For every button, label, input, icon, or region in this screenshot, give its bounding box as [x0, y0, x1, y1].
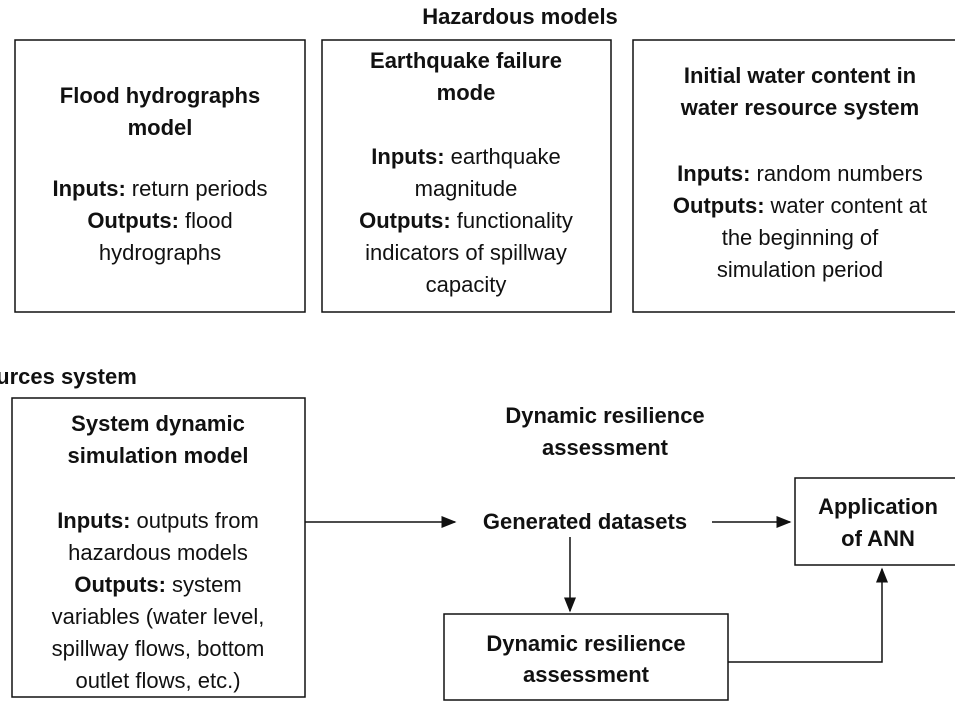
- text: outputs from: [137, 508, 259, 533]
- text-line: outlet flows, etc.): [75, 668, 240, 693]
- arrow: [728, 567, 888, 663]
- box: [632, 39, 955, 313]
- box: [14, 39, 306, 313]
- label: Inputs:: [371, 144, 444, 169]
- label: Outputs:: [87, 208, 179, 233]
- text-line: hazardous models: [68, 540, 248, 565]
- label: Inputs:: [57, 508, 130, 533]
- text-line: model: [128, 115, 193, 140]
- label: Outputs:: [673, 193, 765, 218]
- text-line: Outputs: water content at: [673, 193, 927, 218]
- text-line: mode: [437, 80, 496, 105]
- box: [321, 39, 612, 313]
- text-line: Dynamic resilience: [486, 631, 685, 656]
- text: flood: [185, 208, 233, 233]
- text-line: the beginning of: [722, 225, 879, 250]
- text-line: Flood hydrographs: [60, 83, 260, 108]
- text-line: Application: [818, 494, 938, 519]
- label: Outputs:: [359, 208, 451, 233]
- text-line: Outputs: system: [74, 572, 241, 597]
- text-line: water resource system: [680, 95, 919, 120]
- label: Outputs:: [74, 572, 166, 597]
- text-line: Initial water content in: [684, 63, 916, 88]
- text-line: magnitude: [415, 176, 518, 201]
- text-line: Hazardous models: [422, 4, 618, 29]
- text-line: Inputs: outputs from: [57, 508, 259, 533]
- text-line: Inputs: earthquake: [371, 144, 560, 169]
- text: functionality: [457, 208, 573, 233]
- text-line: indicators of spillway: [365, 240, 567, 265]
- text-line: Inputs: random numbers: [677, 161, 923, 186]
- text-line: Outputs: flood: [87, 208, 232, 233]
- text-line: assessment: [523, 662, 650, 687]
- text: earthquake: [451, 144, 561, 169]
- text-line: Dynamic resilience: [505, 403, 704, 428]
- text-line: System dynamic: [71, 411, 245, 436]
- text-line: Outputs: functionality: [359, 208, 573, 233]
- text-line: assessment: [542, 435, 669, 460]
- text-line: simulation period: [717, 257, 883, 282]
- label: Inputs:: [677, 161, 750, 186]
- text-line: variables (water level,: [52, 604, 265, 629]
- text-line: Inputs: return periods: [52, 176, 267, 201]
- text-line: capacity: [426, 272, 507, 297]
- label: Inputs:: [52, 176, 125, 201]
- text-line: Generated datasets: [483, 509, 687, 534]
- text-line: of ANN: [841, 526, 915, 551]
- box: [443, 613, 729, 701]
- box: [794, 477, 955, 566]
- text: return periods: [132, 176, 268, 201]
- text-line: hydrographs: [99, 240, 221, 265]
- box: [11, 397, 306, 698]
- text: water content at: [770, 193, 928, 218]
- text: system: [172, 572, 242, 597]
- text-line: simulation model: [68, 443, 249, 468]
- text-line: spillway flows, bottom: [52, 636, 265, 661]
- text-line: Earthquake failure: [370, 48, 562, 73]
- text: random numbers: [757, 161, 923, 186]
